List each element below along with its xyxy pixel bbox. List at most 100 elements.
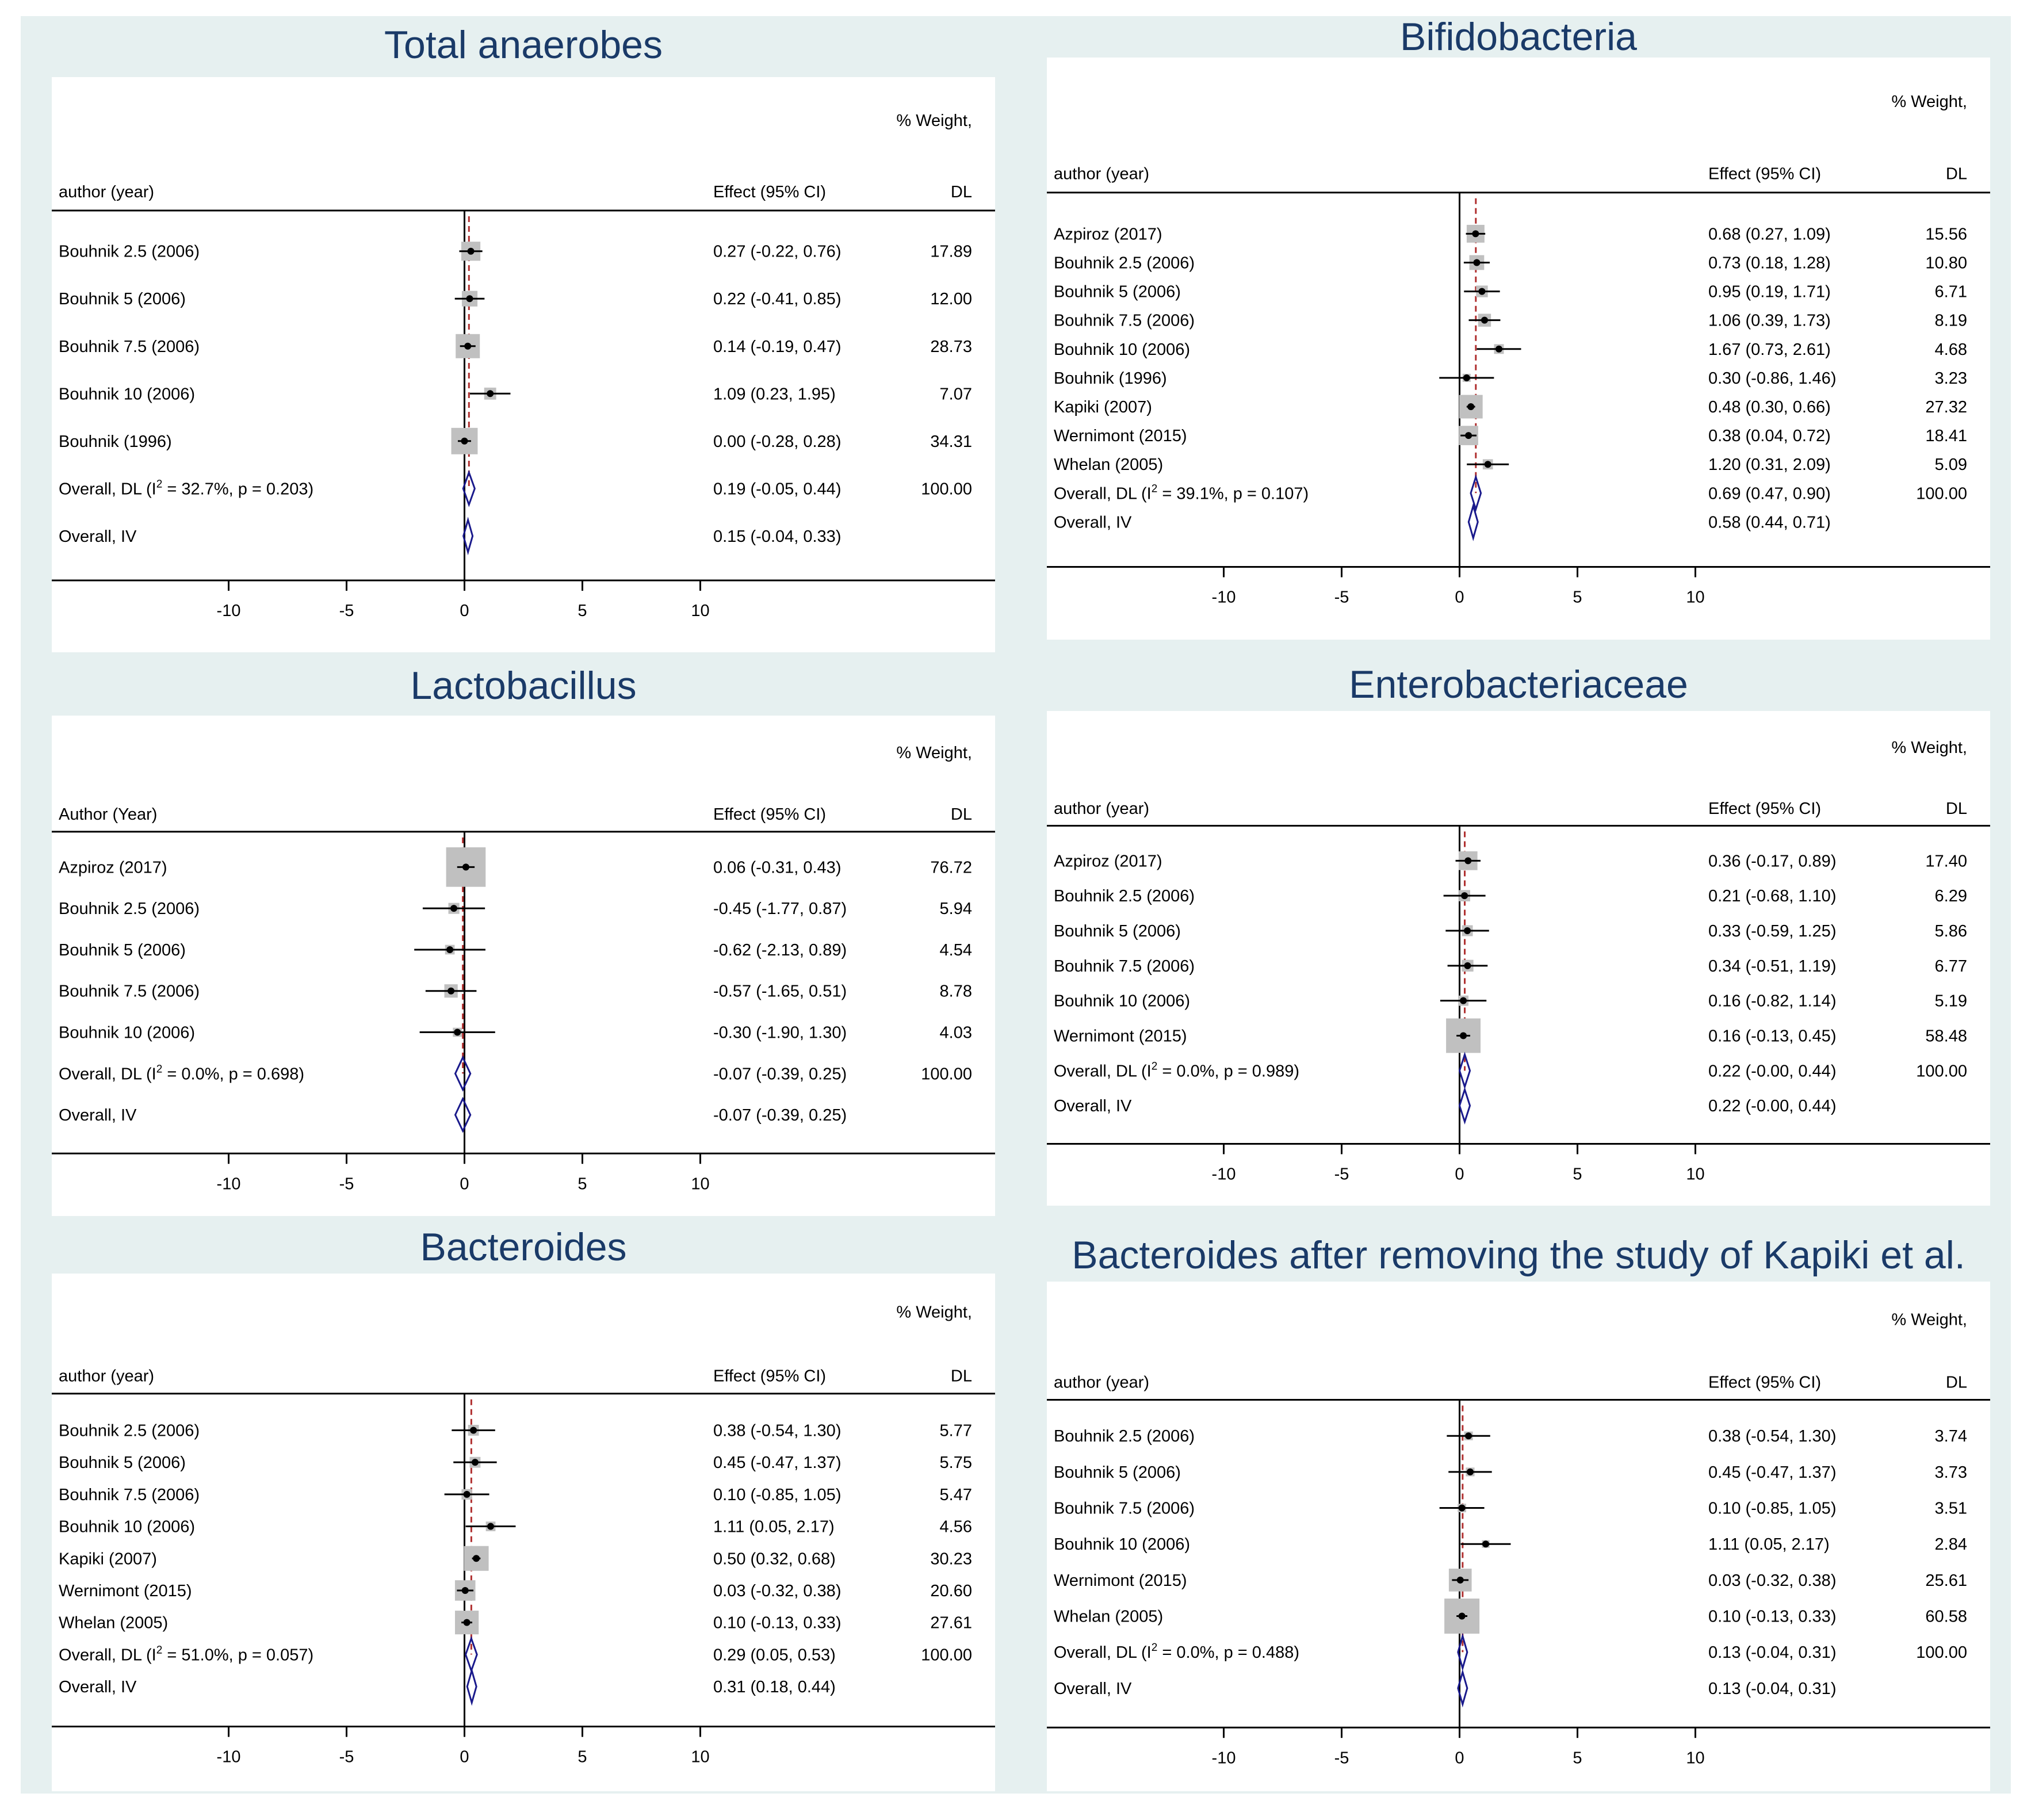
weight-header: % Weight, [1891,739,1967,757]
study-label: Wernimont (2015) [1054,1027,1187,1045]
study-point [1456,1576,1464,1584]
study-weight-text: 27.32 [1925,398,1967,416]
study-weight-text: 8.19 [1935,312,1967,330]
study-label: Bouhnik 2.5 (2006) [1054,1427,1195,1446]
study-weight-text: 4.68 [1935,341,1967,359]
study-label: Azpiroz (2017) [59,858,167,877]
overall-dl-label: Overall, DL (I2 = 0.0%, p = 0.698) [59,1063,304,1083]
forest-plot-svg: % Weight, DL Author (Year) Effect (95% CI) -… [52,744,995,1193]
study-point [464,342,472,350]
study-effect-text: 0.48 (0.30, 0.66) [1708,398,1831,416]
study-weight-text: 5.47 [940,1486,972,1504]
x-tick-label: 5 [1573,1165,1582,1184]
overall-iv-label: Overall, IV [59,1106,137,1125]
study-header: Author (Year) [59,805,157,824]
weight-header-dl: DL [951,183,972,201]
study-point [470,1427,477,1434]
study-weight-text: 60.58 [1925,1608,1967,1626]
study-weight-text: 12.00 [930,290,972,308]
x-tick-label: 0 [1455,588,1464,607]
study-label: Bouhnik 10 (2006) [59,1518,195,1536]
x-tick-label: 5 [577,602,587,620]
overall-iv-label: Overall, IV [59,527,137,546]
study-effect-text: 0.10 (-0.85, 1.05) [1708,1500,1836,1518]
study-label: Bouhnik 2.5 (2006) [59,900,200,918]
study-weight-text: 3.23 [1935,369,1967,388]
study-effect-text: 0.10 (-0.13, 0.33) [713,1614,841,1632]
overall-dl-weight-text: 100.00 [1916,1062,1967,1080]
panel-title-bifidobacteria: Bifidobacteria [1399,15,1638,59]
study-label: Kapiki (2007) [59,1550,157,1568]
study-effect-text: 1.11 (0.05, 2.17) [1708,1535,1830,1554]
study-point [447,987,455,995]
study-effect-text: 1.67 (0.73, 2.61) [1708,341,1831,359]
study-weight-text: 20.60 [930,1582,972,1600]
study-point [466,295,473,303]
x-tick-label: 0 [460,1175,469,1193]
study-label: Wernimont (2015) [1054,427,1187,445]
study-effect-text: 1.06 (0.39, 1.73) [1708,312,1831,330]
study-weight-text: 27.61 [930,1614,972,1632]
x-tick-label: -10 [217,602,241,620]
study-weight-text: 17.40 [1925,852,1967,870]
study-point [454,1028,461,1036]
study-point [462,863,469,871]
study-effect-text: 0.22 (-0.41, 0.85) [713,290,841,308]
study-label: Bouhnik 7.5 (2006) [1054,1500,1195,1518]
x-tick-label: 5 [577,1748,587,1767]
study-point [1484,461,1491,468]
x-tick-label: -5 [1334,1749,1349,1767]
study-point [1458,1612,1466,1620]
study-label: Bouhnik 5 (2006) [59,1454,186,1472]
study-effect-text: 0.45 (-0.47, 1.37) [713,1454,841,1472]
x-tick-label: 0 [1455,1165,1464,1184]
panel-title-total-anaerobes: Total anaerobes [384,23,663,67]
study-weight-text: 10.80 [1925,254,1967,272]
forest-plot-svg: % Weight, DL author (year) Effect (95% CI) -… [52,1303,995,1767]
x-tick-label: 5 [1573,1749,1582,1767]
weight-header-dl: DL [1946,165,1967,183]
study-point [1466,1468,1474,1475]
study-effect-text: 0.14 (-0.19, 0.47) [713,338,841,356]
overall-dl-label: Overall, DL (I2 = 39.1%, p = 0.107) [1054,483,1309,503]
study-label: Whelan (2005) [1054,456,1163,474]
weight-header: % Weight, [896,1303,972,1322]
study-effect-text: 1.11 (0.05, 2.17) [713,1518,835,1536]
x-tick-label: 5 [577,1175,587,1193]
study-effect-text: 0.36 (-0.17, 0.89) [1708,852,1836,870]
study-weight-text: 5.09 [1935,456,1967,474]
x-tick-label: 10 [1686,1165,1704,1184]
study-label: Wernimont (2015) [59,1582,192,1600]
overall-iv-effect-text: -0.07 (-0.39, 0.25) [713,1106,847,1125]
study-effect-text: 0.10 (-0.85, 1.05) [713,1486,841,1504]
overall-dl-effect-text: 0.22 (-0.00, 0.44) [1708,1062,1836,1080]
panel-title-lactobacillus: Lactobacillus [410,664,637,708]
study-label: Whelan (2005) [59,1614,168,1632]
study-weight-text: 15.56 [1925,225,1967,243]
x-tick-label: 10 [691,1175,709,1193]
overall-iv-diamond [1457,1669,1468,1708]
overall-dl-weight-text: 100.00 [1916,484,1967,503]
study-label: Bouhnik 2.5 (2006) [59,243,200,261]
plot-bacteroides: % Weight, DL author (year) Effect (95% CI) -… [52,1274,995,1791]
study-point [446,946,454,953]
study-point [461,437,468,445]
study-label: Bouhnik 2.5 (2006) [59,1421,200,1440]
plot-total-anaerobes: % Weight, DL author (year) Effect (95% CI) -… [52,77,995,652]
effect-header: Effect (95% CI) [713,1367,826,1386]
weight-header: % Weight, [896,744,972,762]
plot-lactobacillus: % Weight, DL Author (Year) Effect (95% CI) -… [52,716,995,1216]
study-label: Bouhnik 10 (2006) [1054,992,1190,1011]
overall-dl-label: Overall, DL (I2 = 0.0%, p = 0.989) [1054,1060,1299,1080]
overall-dl-effect-text: 0.29 (0.05, 0.53) [713,1646,836,1664]
study-label: Bouhnik 2.5 (2006) [1054,887,1195,905]
study-point [1460,1032,1467,1039]
study-point [1464,962,1471,969]
study-effect-text: 0.38 (0.04, 0.72) [1708,427,1831,445]
plot-bacteroides-adjusted: % Weight, DL author (year) Effect (95% CI) -… [1047,1282,1990,1791]
overall-iv-effect-text: 0.31 (0.18, 0.44) [713,1678,836,1696]
study-label: Bouhnik 5 (2006) [1054,283,1181,301]
x-tick-label: -5 [339,1748,354,1767]
study-point [450,905,458,912]
study-label: Bouhnik (1996) [1054,369,1167,388]
